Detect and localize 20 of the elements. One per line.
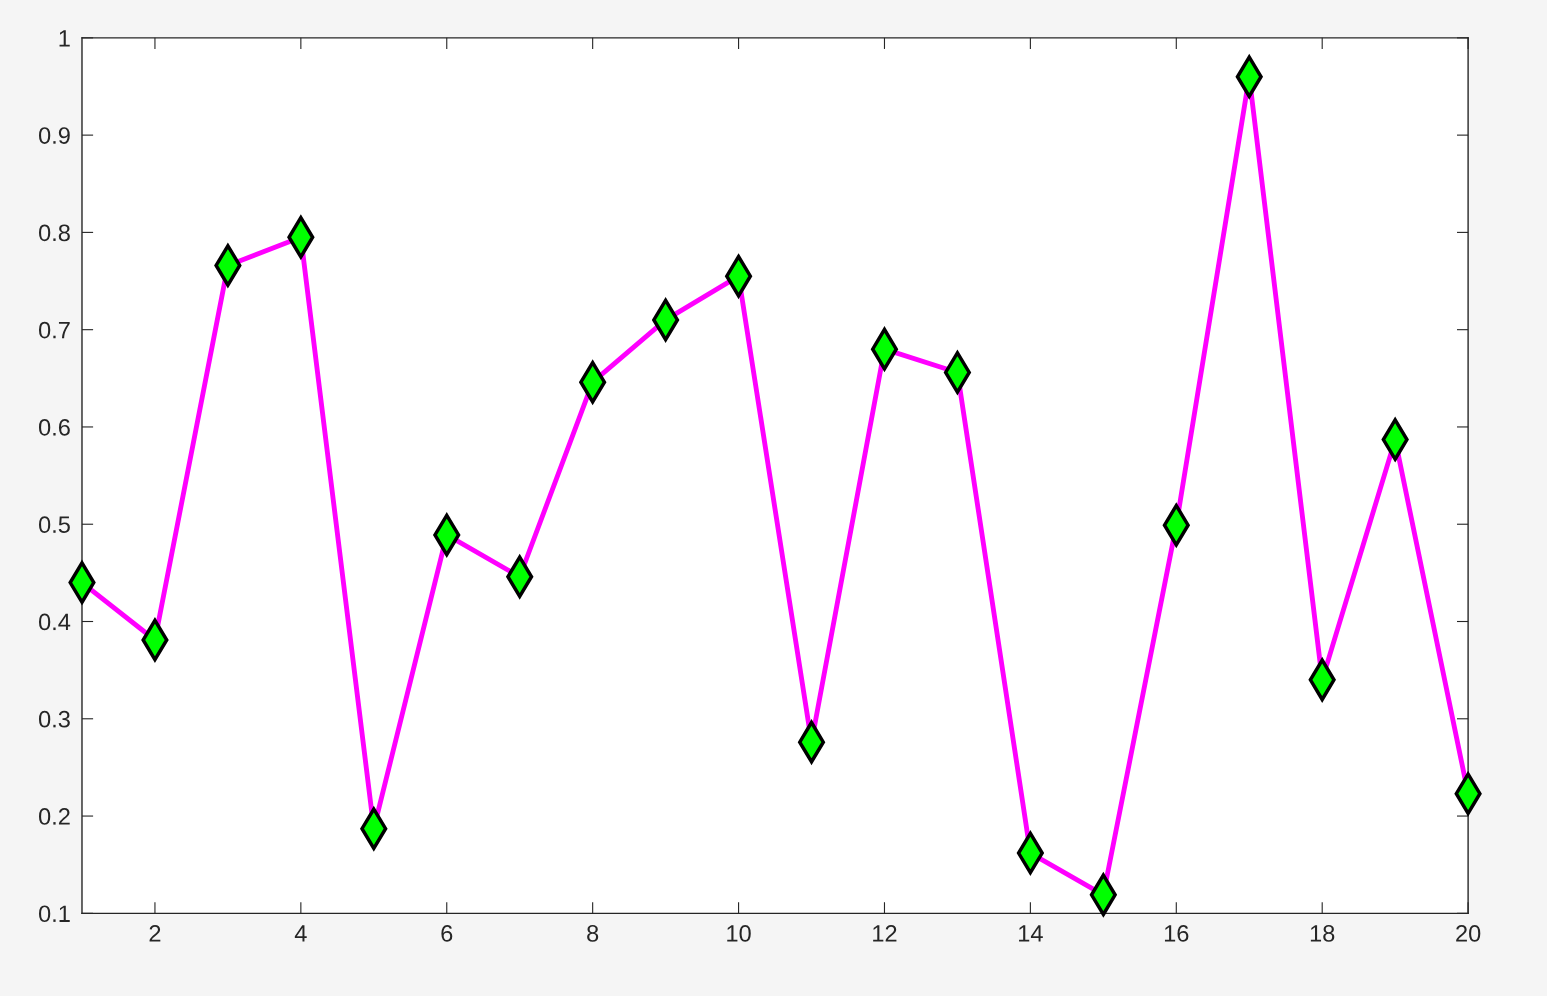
y-tick-label: 0.4 (38, 613, 71, 631)
y-tick-label: 0.7 (38, 321, 70, 339)
x-tick-label: 2 (149, 925, 161, 942)
y-tick-label: 0.1 (38, 905, 70, 923)
y-tick-label: 1 (59, 30, 70, 47)
x-tick-label: 4 (294, 925, 307, 942)
x-tick-label: 8 (587, 925, 599, 942)
x-tick-label: 18 (1310, 925, 1335, 942)
y-tick-label: 0.8 (38, 224, 70, 242)
x-tick-label: 14 (1019, 925, 1043, 942)
y-tick-label: 0.5 (38, 516, 70, 534)
x-tick-label: 20 (1456, 925, 1481, 942)
y-tick-label: 0.9 (38, 127, 70, 144)
x-tick-label: 16 (1164, 925, 1189, 942)
y-tick-label: 0.6 (38, 419, 70, 436)
x-tick-label: 6 (441, 925, 453, 942)
y-tick-label: 0.3 (38, 710, 70, 728)
x-tick-label: 10 (727, 925, 751, 942)
y-tick-label: 0.2 (38, 808, 70, 825)
x-tick-label: 12 (873, 925, 897, 942)
